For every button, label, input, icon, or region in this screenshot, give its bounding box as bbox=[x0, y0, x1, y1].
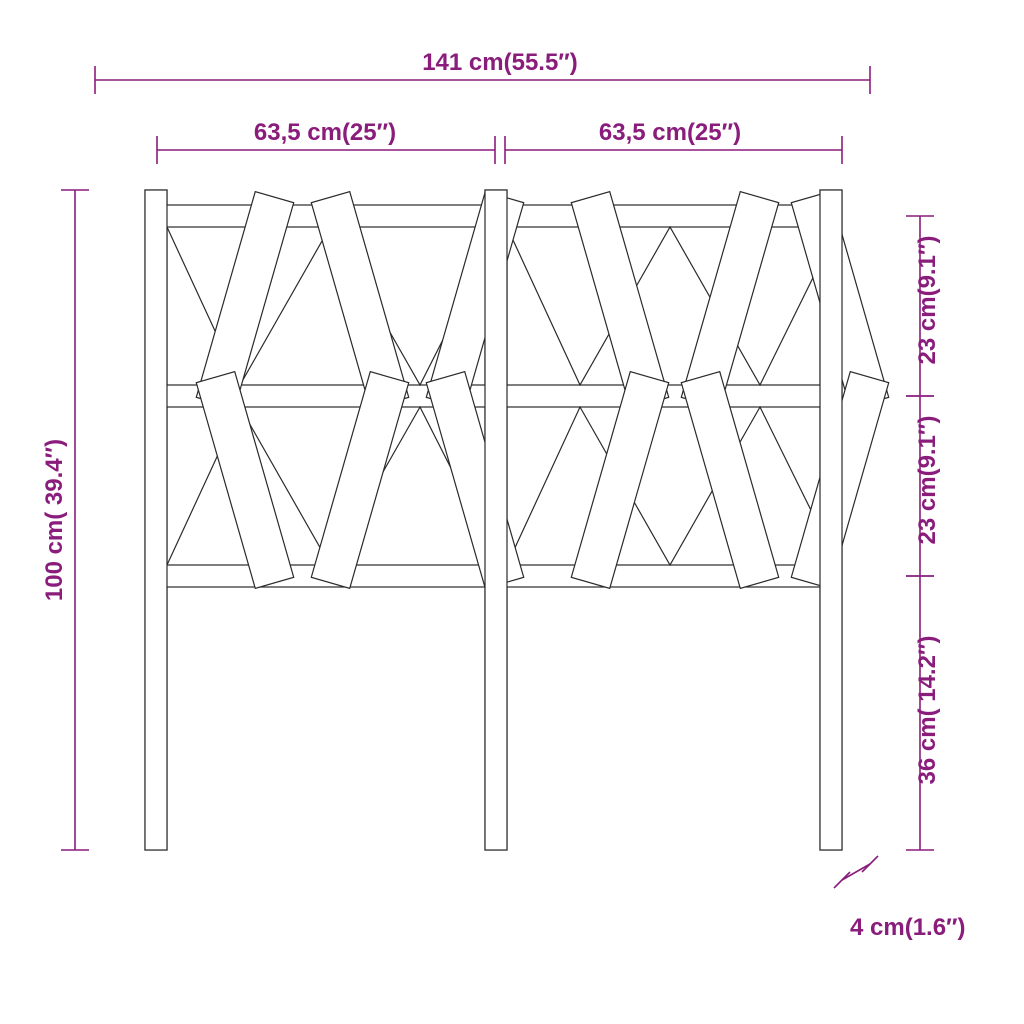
dim-seg-top: 23 cm(9.1″) bbox=[914, 236, 941, 365]
dim-depth: 4 cm(1.6″) bbox=[850, 914, 966, 941]
dim-width-total: 141 cm(55.5″) bbox=[422, 49, 578, 76]
dim-panel-left: 63,5 cm(25″) bbox=[254, 119, 396, 146]
dim-panel-right: 63,5 cm(25″) bbox=[599, 119, 741, 146]
dim-seg-mid: 23 cm(9.1″) bbox=[914, 416, 941, 545]
dim-height-total: 100 cm( 39.4″) bbox=[41, 439, 68, 601]
dim-seg-bottom: 36 cm( 14.2″) bbox=[914, 636, 941, 785]
technical-drawing: 141 cm(55.5″) 63,5 cm(25″) 63,5 cm(25″) … bbox=[0, 0, 1024, 1024]
